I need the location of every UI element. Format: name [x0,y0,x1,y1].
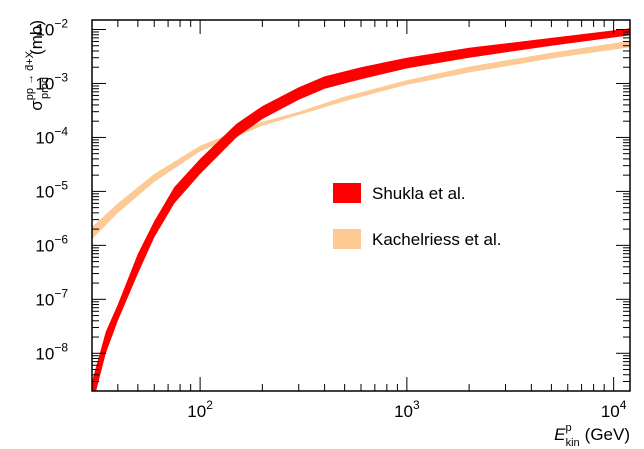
bands-layer [92,28,630,391]
y-tick-label: 10−4 [35,124,68,147]
y-ticks-layer: 10−8 10−7 10−6 10−5 10−4 10−3 10−2 [35,17,630,392]
x-axis-sup: p [565,422,571,434]
y-tick-label: 10−5 [35,178,68,201]
y-tick-label: 10−3 [35,70,68,93]
legend-swatch [333,183,361,203]
y-axis-var: σ [27,100,46,111]
x-tick-label: 102 [187,398,213,421]
y-tick-label: 10−6 [35,232,68,255]
x-axis-var: E [554,425,566,444]
y-tick-label: 10−8 [35,340,68,363]
y-tick-label: 10−2 [35,17,68,40]
x-tick-label: 104 [601,398,627,421]
y-axis-sub: prod [39,77,51,99]
y-axis-unit: (mb) [27,20,46,55]
x-tick-label: 103 [394,398,420,421]
x-axis-label: Ep kin (GeV) [554,422,630,449]
legend-label: Shukla et al. [372,184,466,203]
x-axis-sub: kin [566,437,580,449]
legend-swatch [333,229,361,249]
legend: Shukla et al. Kachelriess et al. [333,183,501,249]
x-axis-unit: (GeV) [585,425,630,444]
legend-label: Kachelriess et al. [372,230,501,249]
x-ticks-layer: 102 103 104 [91,20,627,421]
y-tick-label: 10−7 [35,286,68,309]
y-axis-sup: pp → d̄+X [24,50,36,100]
y-axis-label: σpp → d̄+X prod (mb) [24,20,51,111]
band-shukla [92,28,630,391]
